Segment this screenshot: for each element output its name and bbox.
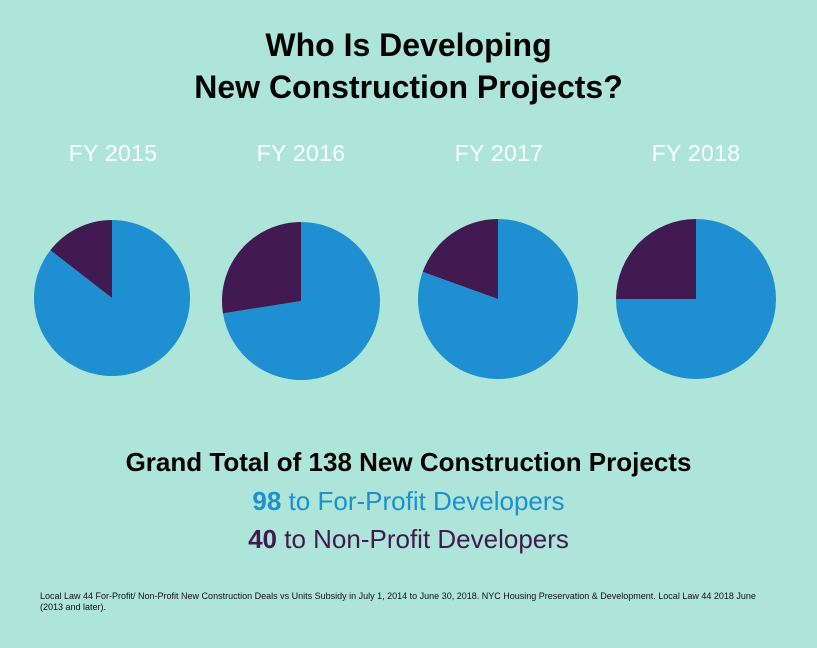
chart-title-line2: New Construction Projects?	[194, 69, 623, 105]
non-profit-text: to Non-Profit Developers	[277, 524, 569, 554]
for-profit-text: to For-Profit Developers	[281, 486, 565, 516]
chart-title-line1: Who Is Developing	[265, 27, 552, 63]
non-profit-summary: 40 to Non-Profit Developers	[0, 524, 817, 555]
pie-2-slice-for-profit	[418, 219, 579, 379]
pie-label-fy2015: FY 2015	[68, 140, 158, 166]
pie-label-fy2018: FY 2018	[651, 140, 741, 166]
pie-3-slice-non-profit	[616, 219, 696, 299]
for-profit-count: 98	[252, 486, 282, 516]
pie-2-slice-non-profit	[422, 219, 498, 299]
pie-0-slice-for-profit	[33, 220, 190, 376]
pie-label-fy2017: FY 2017	[454, 140, 544, 166]
chart-title: Who Is Developing New Construction Proje…	[0, 24, 817, 108]
non-profit-count: 40	[248, 524, 277, 554]
pie-0-slice-non-profit	[50, 220, 112, 298]
pie-1-slice-non-profit	[221, 221, 301, 314]
pie-label-fy2016: FY 2016	[256, 140, 346, 166]
for-profit-summary: 98 to For-Profit Developers	[0, 486, 817, 517]
pie-1-slice-for-profit	[222, 222, 380, 380]
source-note: Local Law 44 For-Profit/ Non-Profit New …	[40, 591, 756, 612]
grand-total: Grand Total of 138 New Construction Proj…	[125, 447, 692, 477]
